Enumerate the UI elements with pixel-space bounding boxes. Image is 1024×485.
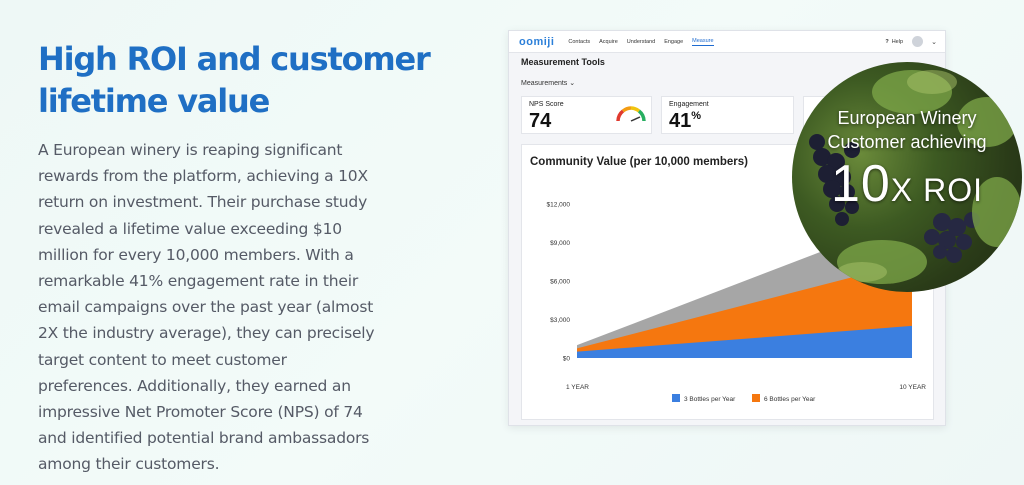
y-tick-label: $9,000 <box>550 240 570 247</box>
chart-title: Community Value (per 10,000 members) <box>530 156 748 168</box>
top-nav-bar: oomiji Contacts Acquire Understand Engag… <box>509 31 945 53</box>
x-tick-label: 10 YEAR <box>899 384 926 391</box>
roi-badge: European Winery Customer achieving 10X R… <box>792 62 1022 292</box>
nav-contacts[interactable]: Contacts <box>568 38 591 45</box>
kpi-unit: % <box>691 110 702 122</box>
help-label: Help <box>891 38 903 45</box>
area-series-1 <box>577 325 912 358</box>
kpi-value: 74 <box>529 110 551 133</box>
kpi-label: NPS Score <box>529 101 564 108</box>
chevron-down-icon[interactable]: ⌄ <box>931 38 937 46</box>
kpi-nps-card: NPS Score 74 <box>521 96 652 134</box>
measurements-dropdown[interactable]: Measurements ⌄ <box>521 79 575 87</box>
nav-engage[interactable]: Engage <box>664 38 684 45</box>
help-link[interactable]: ? Help <box>885 39 903 45</box>
nav-measure[interactable]: Measure <box>692 37 714 46</box>
legend-swatch <box>752 394 760 402</box>
nav-understand[interactable]: Understand <box>626 38 656 45</box>
gauge-icon <box>616 106 646 122</box>
nav-acquire[interactable]: Acquire <box>599 38 618 45</box>
headline: High ROI and customer lifetime value <box>38 40 431 120</box>
grapes-image <box>809 70 1022 284</box>
x-tick-label: 1 YEAR <box>566 384 589 391</box>
help-icon: ? <box>885 38 889 45</box>
badge-line2: Customer achieving <box>827 132 987 152</box>
kpi-label: Engagement <box>669 101 709 108</box>
kpi-number: 74 <box>529 110 552 132</box>
y-tick-label: $12,000 <box>547 202 571 209</box>
badge-big-suffix: X ROI <box>890 172 983 208</box>
section-title: Measurement Tools <box>521 57 605 67</box>
y-tick-label: $3,000 <box>550 317 570 324</box>
dropdown-label: Measurements <box>521 80 568 87</box>
legend-swatch <box>672 394 680 402</box>
badge-line1: European Winery <box>837 108 977 128</box>
kpi-value: 41% <box>669 110 701 133</box>
kpi-engagement-card: Engagement 41% <box>661 96 794 134</box>
legend-label: 3 Bottles per Year <box>684 396 736 403</box>
avatar[interactable] <box>912 36 923 47</box>
badge-big-number: 10 <box>831 155 891 213</box>
y-tick-label: $6,000 <box>550 279 570 286</box>
app-logo[interactable]: oomiji <box>519 35 555 48</box>
badge-roi-value: 10X ROI <box>792 154 1022 214</box>
body-paragraph: A European winery is reaping significant… <box>38 141 375 474</box>
kpi-number: 41 <box>669 110 692 132</box>
legend-label: 6 Bottles per Year <box>764 396 816 403</box>
chevron-down-icon: ⌄ <box>569 80 576 87</box>
y-tick-label: $0 <box>563 356 571 363</box>
